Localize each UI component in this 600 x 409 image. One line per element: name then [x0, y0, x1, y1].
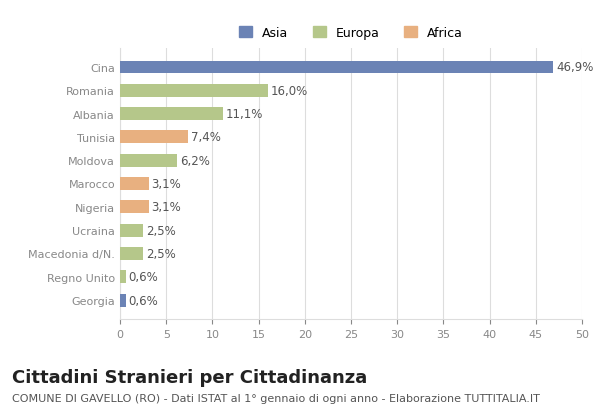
Bar	[120, 294, 125, 307]
Text: 2,5%: 2,5%	[146, 224, 176, 237]
Text: 11,1%: 11,1%	[226, 108, 263, 121]
Bar	[120, 154, 177, 167]
Text: 16,0%: 16,0%	[271, 85, 308, 97]
Text: 3,1%: 3,1%	[151, 201, 181, 214]
Bar	[120, 247, 143, 260]
Text: COMUNE DI GAVELLO (RO) - Dati ISTAT al 1° gennaio di ogni anno - Elaborazione TU: COMUNE DI GAVELLO (RO) - Dati ISTAT al 1…	[12, 393, 540, 402]
Bar	[120, 85, 268, 97]
Text: 2,5%: 2,5%	[146, 247, 176, 260]
Text: 3,1%: 3,1%	[151, 178, 181, 191]
Text: 7,4%: 7,4%	[191, 131, 221, 144]
Bar	[120, 224, 143, 237]
Bar	[120, 61, 553, 74]
Text: Cittadini Stranieri per Cittadinanza: Cittadini Stranieri per Cittadinanza	[12, 368, 367, 386]
Text: 0,6%: 0,6%	[128, 294, 158, 307]
Bar	[120, 271, 125, 283]
Text: 6,2%: 6,2%	[180, 154, 210, 167]
Legend: Asia, Europa, Africa: Asia, Europa, Africa	[233, 20, 469, 46]
Bar	[120, 178, 149, 191]
Text: 0,6%: 0,6%	[128, 271, 158, 283]
Bar	[120, 131, 188, 144]
Text: 46,9%: 46,9%	[556, 61, 593, 74]
Bar	[120, 201, 149, 214]
Bar	[120, 108, 223, 121]
